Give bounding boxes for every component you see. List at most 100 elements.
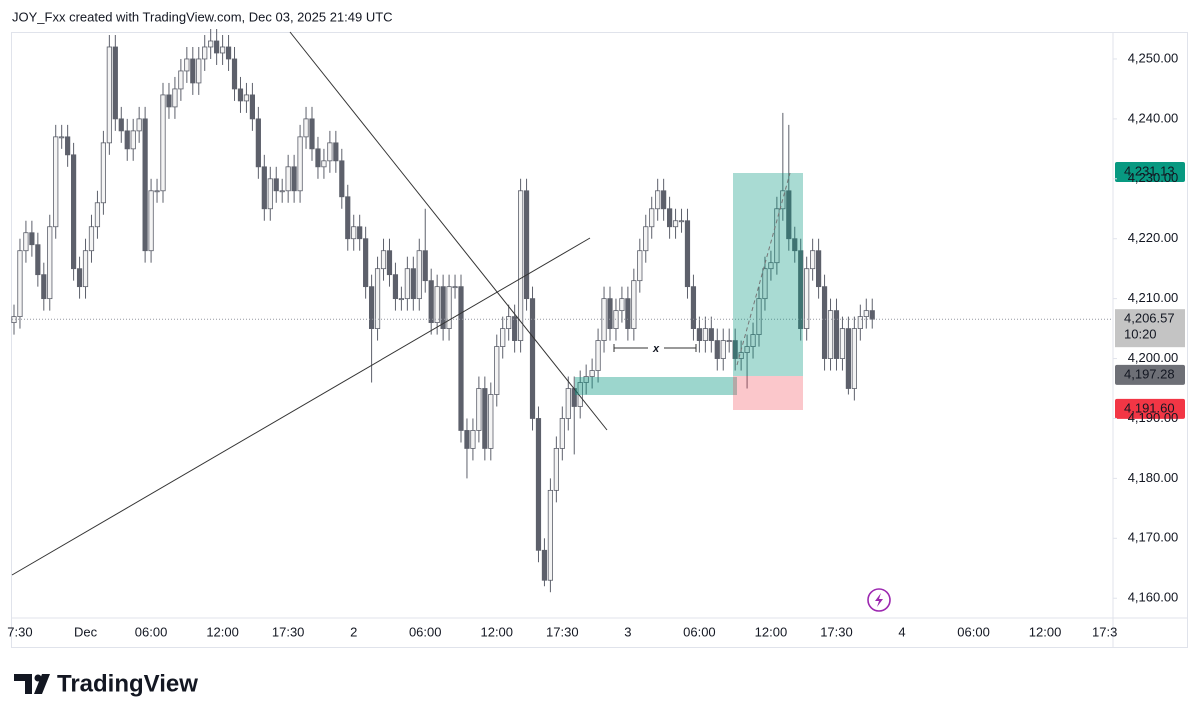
candle-body xyxy=(494,346,500,395)
x-tick-label: 12:00 xyxy=(480,624,513,639)
candle-body xyxy=(303,118,309,138)
candle-body xyxy=(166,94,172,108)
candle-body xyxy=(267,178,273,210)
candle-body xyxy=(35,244,41,276)
trend-line xyxy=(289,31,608,431)
candle-body xyxy=(547,489,554,581)
candle-body xyxy=(738,352,744,359)
candle-body xyxy=(827,310,834,359)
candle-body xyxy=(768,262,774,270)
logo-mark xyxy=(14,674,32,694)
candle-body xyxy=(553,448,559,491)
x-tick-label: 17:30 xyxy=(820,624,853,639)
x-tick-label: 17:30 xyxy=(546,624,579,639)
y-tick-label: 4,250.00 xyxy=(1128,50,1179,65)
candle-body xyxy=(762,268,768,300)
candle-body xyxy=(655,190,661,210)
candle-body xyxy=(714,340,720,359)
candle-body xyxy=(661,190,667,210)
candle-body xyxy=(786,190,792,240)
candle-body xyxy=(184,58,190,72)
candle-body xyxy=(53,136,59,228)
price-badge xyxy=(1115,398,1185,419)
candle-body xyxy=(23,232,29,252)
candle-body xyxy=(732,340,738,359)
marker-label: x xyxy=(652,343,660,355)
candle-body xyxy=(273,178,279,192)
candle-body xyxy=(512,316,518,341)
price-badge-label: 4,197.28 xyxy=(1124,366,1175,381)
candle-body xyxy=(327,142,333,162)
candle-body xyxy=(29,232,35,246)
candle-body xyxy=(434,286,440,324)
header: JOY_Fxx created with TradingView.com, De… xyxy=(12,9,393,24)
candle-body xyxy=(637,250,643,282)
candle-body xyxy=(17,250,23,318)
candle-body xyxy=(839,328,846,359)
candle-body xyxy=(816,250,822,288)
candle-body xyxy=(643,226,649,252)
candle-body xyxy=(482,388,488,449)
candle-body xyxy=(410,268,416,300)
candle-body xyxy=(225,46,232,60)
candle-body xyxy=(178,70,184,90)
candle-body xyxy=(589,370,595,377)
candle-body xyxy=(363,238,369,288)
x-tick-label: Dec xyxy=(74,624,98,639)
candle-body xyxy=(500,328,506,347)
x-tick-label: 12:00 xyxy=(755,624,788,639)
x-tick-label: 06:00 xyxy=(409,624,442,639)
candle-body xyxy=(452,286,458,289)
candle-body xyxy=(804,268,810,329)
price-badge xyxy=(1115,309,1185,348)
candle-body xyxy=(345,196,351,240)
y-tick-label: 4,200.00 xyxy=(1128,350,1179,365)
candle-body xyxy=(142,118,148,252)
candle-body xyxy=(261,166,267,210)
price-badge-label: 4,206.57 xyxy=(1124,311,1175,326)
candle-body xyxy=(297,136,303,192)
candle-body xyxy=(148,190,154,252)
y-tick-label: 4,230.00 xyxy=(1128,170,1179,185)
candle-body xyxy=(696,328,703,341)
candle-body xyxy=(756,298,762,335)
candle-body xyxy=(208,40,214,48)
candle-body xyxy=(607,298,613,329)
candle-body xyxy=(774,208,780,264)
candle-body xyxy=(291,166,297,192)
candle-body xyxy=(619,298,625,312)
candle-body xyxy=(798,250,804,329)
logo-mark xyxy=(34,674,50,694)
alert-icon[interactable] xyxy=(867,588,891,612)
candle-body xyxy=(333,142,339,162)
candle-body xyxy=(863,310,869,318)
candle-body xyxy=(523,190,530,300)
candle-body xyxy=(231,58,238,90)
y-tick-label: 4,190.00 xyxy=(1128,410,1179,425)
candle-body xyxy=(160,94,166,192)
candle-body xyxy=(112,46,118,120)
candle-body xyxy=(386,250,393,276)
candle-body xyxy=(88,226,95,252)
candle-body xyxy=(506,316,512,329)
candle-body xyxy=(243,94,250,102)
candle-body xyxy=(690,286,697,329)
candle-body xyxy=(71,154,77,270)
candle-body xyxy=(744,346,750,353)
y-tick-label: 4,220.00 xyxy=(1128,230,1179,245)
x-tick-label: 12:00 xyxy=(1029,624,1062,639)
candle-body xyxy=(136,118,142,132)
candle-body xyxy=(214,40,220,54)
candle-body xyxy=(11,316,17,324)
candle-body xyxy=(726,340,732,342)
candle-body xyxy=(374,268,381,329)
candle-body xyxy=(488,394,494,449)
trend-line xyxy=(11,237,591,576)
candle-body xyxy=(285,166,291,192)
candle-body xyxy=(279,190,285,193)
candle-body xyxy=(667,208,673,228)
candle-body xyxy=(857,316,863,329)
candle-body xyxy=(428,280,434,324)
candle-body xyxy=(47,226,53,300)
